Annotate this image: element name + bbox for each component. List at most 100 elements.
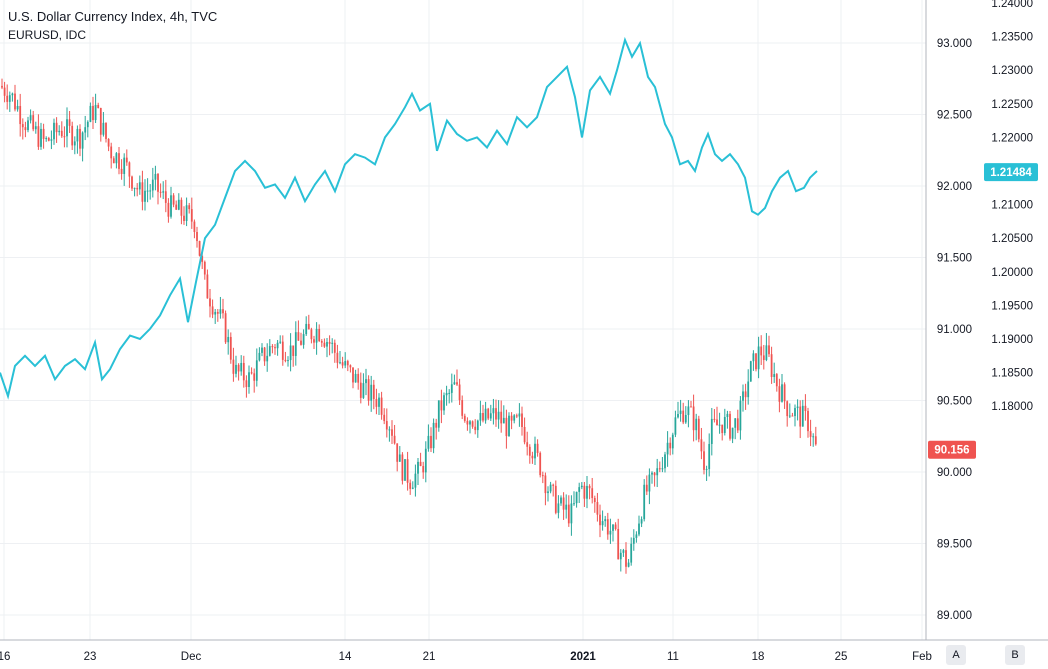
candle-body [63, 136, 66, 138]
candle-body [45, 138, 48, 140]
candle-body [565, 504, 568, 510]
candle-body [227, 336, 230, 343]
candle-body [562, 497, 565, 510]
candle-body [458, 384, 461, 401]
candle-body [775, 374, 778, 387]
candle-body [211, 306, 214, 315]
candle-body [222, 309, 224, 314]
candle-body [801, 405, 804, 427]
chart-title: U.S. Dollar Currency Index, 4h, TVC [8, 9, 218, 24]
candle-body [359, 382, 362, 398]
candle-body [99, 107, 102, 135]
dxy-tick-label: 89.000 [937, 610, 972, 622]
candle-body [133, 187, 136, 189]
candle-body [362, 383, 365, 398]
candle-body [320, 340, 323, 343]
candle-body [341, 362, 344, 366]
candle-body [279, 341, 282, 343]
candle-body [110, 146, 113, 159]
candle-body [42, 128, 45, 139]
candle-body [14, 93, 16, 110]
candle-body [570, 503, 573, 524]
candle-body [807, 410, 809, 432]
candle-body [271, 346, 274, 348]
candle-body [289, 345, 292, 361]
candle-body [37, 126, 40, 147]
candle-body [149, 190, 152, 192]
candle-body [703, 451, 705, 470]
candle-body [484, 408, 487, 421]
candle-body [240, 362, 243, 372]
candle-body [440, 400, 443, 411]
last-price-badges: 1.21484 90.156 [928, 163, 1038, 459]
candle-body [450, 384, 453, 393]
auto-scale-button[interactable]: A [946, 645, 966, 665]
candle-body [365, 379, 367, 384]
candle-body [253, 373, 256, 381]
dxy-axis-ticks[interactable]: 93.000 92.500 92.000 91.500 91.000 90.500 90.0… [937, 38, 972, 622]
candle-body [718, 424, 721, 426]
candle-body [539, 452, 542, 476]
candle-body [107, 138, 110, 147]
candle-body [684, 415, 687, 423]
candle-body [690, 406, 692, 408]
eurusd-axis-ticks[interactable]: 1.240001.235001.230001.225001.220001.215… [991, 0, 1033, 413]
candle-body [531, 455, 534, 459]
candle-body [580, 485, 583, 488]
candle-body [146, 190, 149, 192]
candle-body [162, 191, 165, 193]
candle-body [367, 379, 370, 401]
candle-body [669, 442, 672, 449]
candle-body [695, 418, 698, 431]
candle-body [549, 484, 552, 492]
candle-body [760, 346, 763, 356]
time-tick-label: 16 [0, 651, 10, 663]
candle-body [783, 384, 786, 402]
overlay-symbol-legend[interactable]: EURUSD, IDC [8, 28, 87, 42]
candle-body [552, 484, 555, 486]
candle-body [518, 413, 521, 417]
candle-body [749, 361, 752, 382]
candle-body [393, 435, 396, 444]
candle-body [214, 311, 217, 315]
candle-body [102, 122, 105, 135]
candle-body [773, 374, 776, 377]
candle-body [261, 347, 263, 353]
candle-body [346, 361, 349, 366]
candle-body [154, 173, 157, 180]
candle-body [27, 120, 29, 131]
candle-body [755, 353, 757, 370]
dxy-candles [1, 78, 817, 574]
candle-body [744, 391, 747, 398]
candle-body [495, 408, 497, 420]
candle-body [6, 95, 9, 102]
candle-body [336, 352, 339, 363]
candle-body [235, 364, 237, 374]
dxy-tick-label: 92.000 [937, 181, 972, 193]
candle-body [84, 127, 87, 133]
candle-body [666, 442, 669, 455]
time-axis-ticks[interactable]: 16 23 Dec 14 21 2021 11 18 25 Feb [0, 651, 932, 663]
candle-body [388, 429, 391, 431]
candle-body [599, 514, 601, 526]
candle-body [682, 410, 685, 423]
candle-body [489, 413, 492, 419]
candle-body [469, 421, 471, 425]
dxy-tick-label: 91.500 [937, 253, 972, 265]
candle-body [424, 448, 427, 473]
eurusd-series-line [0, 36, 818, 400]
candle-body [794, 408, 796, 417]
candle-body [294, 332, 297, 356]
candle-body [632, 537, 635, 544]
candle-body [372, 384, 375, 400]
candle-body [274, 347, 276, 349]
candle-body [198, 241, 201, 256]
candle-body [263, 347, 266, 362]
candle-body [791, 415, 794, 417]
candle-body [378, 397, 380, 407]
candle-body [313, 339, 315, 343]
right-scale-button[interactable]: B [1005, 645, 1025, 665]
candle-body [60, 130, 63, 137]
candle-body [476, 420, 479, 431]
